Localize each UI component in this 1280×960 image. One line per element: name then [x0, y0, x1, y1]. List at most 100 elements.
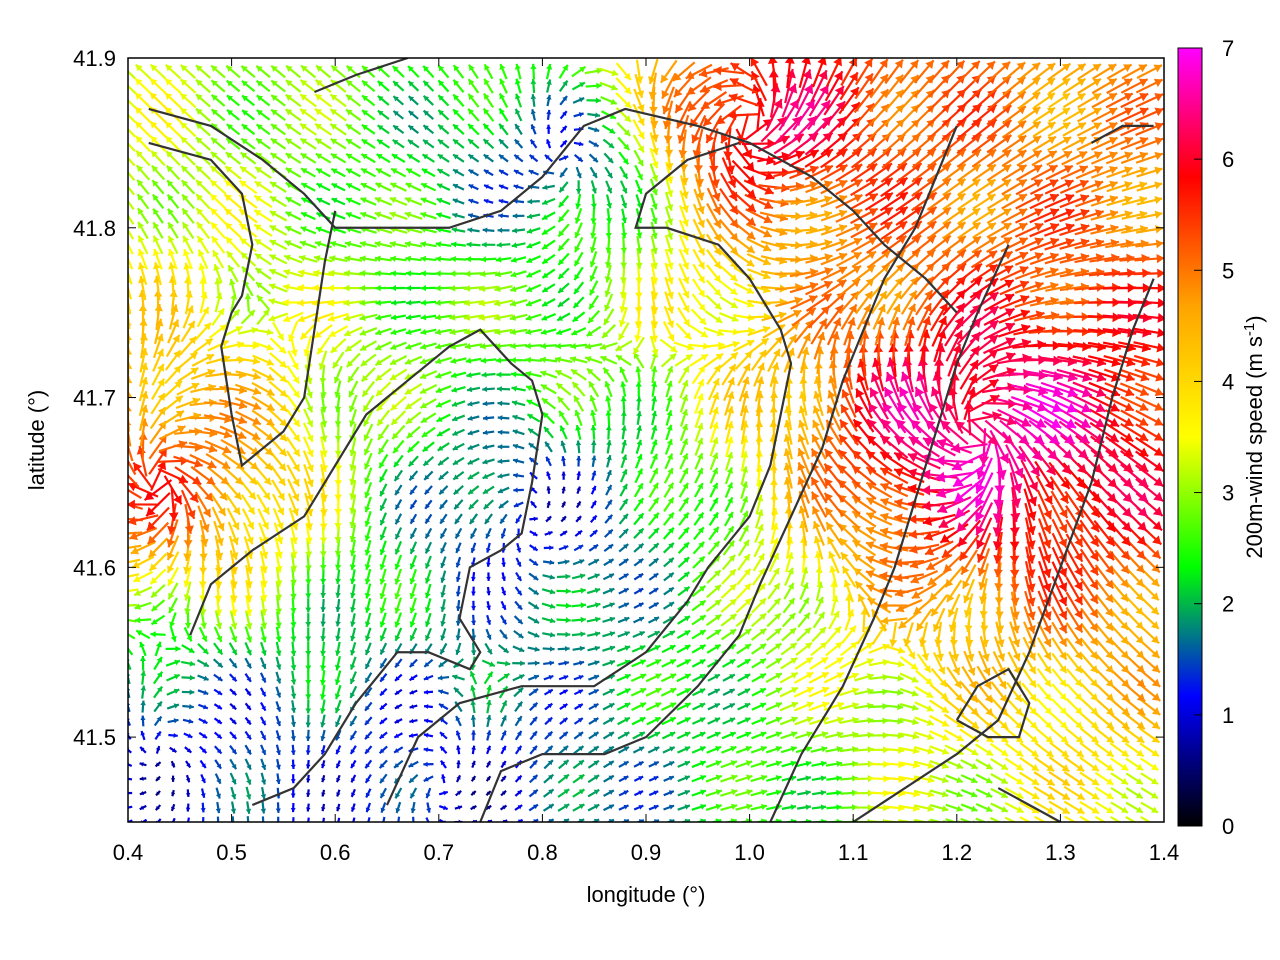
wind-arrow — [360, 182, 377, 192]
wind-arrow — [650, 116, 659, 142]
wind-arrow — [1080, 652, 1099, 674]
wind-arrow — [228, 657, 238, 669]
wind-arrow — [170, 803, 176, 812]
wind-arrow — [884, 674, 904, 682]
wind-arrow — [706, 264, 722, 283]
wind-arrow — [1091, 121, 1118, 137]
wind-arrow — [455, 628, 461, 641]
wind-arrow — [484, 513, 493, 525]
wind-arrow — [149, 91, 167, 109]
wind-arrow — [693, 378, 705, 400]
wind-arrow — [721, 363, 737, 386]
wind-arrow — [364, 568, 372, 585]
wind-arrow — [525, 342, 542, 350]
wind-arrow — [364, 525, 372, 542]
wind-arrow — [864, 192, 894, 211]
wind-arrow — [420, 211, 437, 220]
wind-arrow — [198, 731, 208, 739]
wind-arrow — [995, 621, 1005, 648]
wind-arrow — [588, 745, 600, 755]
wind-arrow — [455, 585, 461, 597]
wind-arrow — [146, 521, 170, 545]
wind-arrow — [215, 801, 221, 814]
wind-arrow — [364, 481, 373, 499]
wind-arrow — [138, 275, 147, 301]
wind-arrow — [914, 386, 934, 421]
wind-arrow — [336, 789, 341, 797]
wind-arrow — [889, 316, 901, 346]
wind-arrow — [275, 581, 283, 601]
wind-arrow — [957, 221, 982, 239]
wind-arrow — [951, 451, 987, 471]
wind-arrow — [405, 255, 422, 262]
wind-arrow — [424, 513, 433, 525]
wind-arrow — [1109, 623, 1130, 645]
wind-arrow — [823, 492, 845, 517]
wind-arrow — [486, 572, 491, 581]
wind-arrow — [854, 580, 874, 602]
wind-arrow — [1002, 61, 1026, 82]
wind-arrow — [1004, 801, 1024, 814]
wind-arrow — [556, 327, 572, 336]
wind-arrow — [335, 613, 341, 627]
wind-arrow — [405, 270, 422, 277]
wind-arrow — [854, 58, 874, 86]
wind-arrow — [184, 503, 194, 534]
wind-arrow — [485, 527, 492, 539]
wind-arrow — [823, 85, 845, 116]
wind-arrow — [214, 745, 223, 755]
wind-arrow — [305, 774, 311, 783]
wind-arrow — [1001, 134, 1027, 153]
wind-arrow — [196, 221, 211, 240]
wind-arrow — [149, 120, 167, 138]
wind-arrow — [591, 455, 597, 468]
wind-arrow — [219, 425, 247, 440]
wind-arrow — [736, 568, 752, 586]
wind-arrow — [204, 399, 233, 409]
wind-arrow — [345, 167, 361, 178]
wind-arrow — [260, 772, 267, 785]
wind-arrow — [154, 641, 162, 657]
wind-arrow — [662, 746, 676, 754]
wind-arrow — [587, 573, 601, 581]
wind-arrow — [467, 485, 480, 496]
wind-arrow — [379, 512, 388, 526]
wind-arrow — [559, 689, 569, 696]
wind-arrow — [379, 612, 387, 628]
wind-arrow — [511, 242, 526, 249]
wind-arrow — [320, 641, 327, 657]
wind-arrow — [979, 636, 990, 662]
wind-arrow — [970, 250, 998, 269]
wind-arrow — [244, 758, 252, 771]
wind-arrow — [634, 468, 644, 484]
wind-arrow — [693, 188, 705, 215]
wind-arrow — [843, 317, 856, 346]
wind-arrow — [363, 423, 374, 442]
wind-arrow — [424, 499, 433, 510]
wind-arrow — [140, 730, 146, 741]
wind-arrow — [1014, 222, 1044, 238]
wind-arrow — [151, 193, 165, 209]
wind-arrow — [1078, 505, 1100, 533]
wind-arrow — [646, 658, 662, 668]
wind-arrow — [180, 179, 196, 195]
wind-arrow — [1110, 801, 1129, 814]
wind-arrow — [1077, 107, 1102, 123]
wind-arrow — [765, 672, 783, 684]
wind-arrow — [364, 686, 373, 698]
wind-arrow — [664, 191, 674, 212]
wind-arrow — [240, 137, 256, 150]
wind-arrow — [1049, 476, 1070, 505]
wind-arrow — [305, 598, 312, 613]
wind-arrow — [717, 340, 740, 350]
wind-arrow — [241, 109, 255, 121]
wind-arrow — [379, 773, 388, 784]
wind-arrow — [254, 267, 272, 280]
wind-arrow — [254, 166, 272, 179]
wind-arrow — [1140, 757, 1159, 772]
wind-arrow — [153, 656, 163, 671]
wind-arrow — [226, 94, 240, 107]
wind-arrow — [374, 341, 392, 351]
wind-arrow — [585, 82, 602, 89]
wind-arrow — [808, 686, 830, 698]
